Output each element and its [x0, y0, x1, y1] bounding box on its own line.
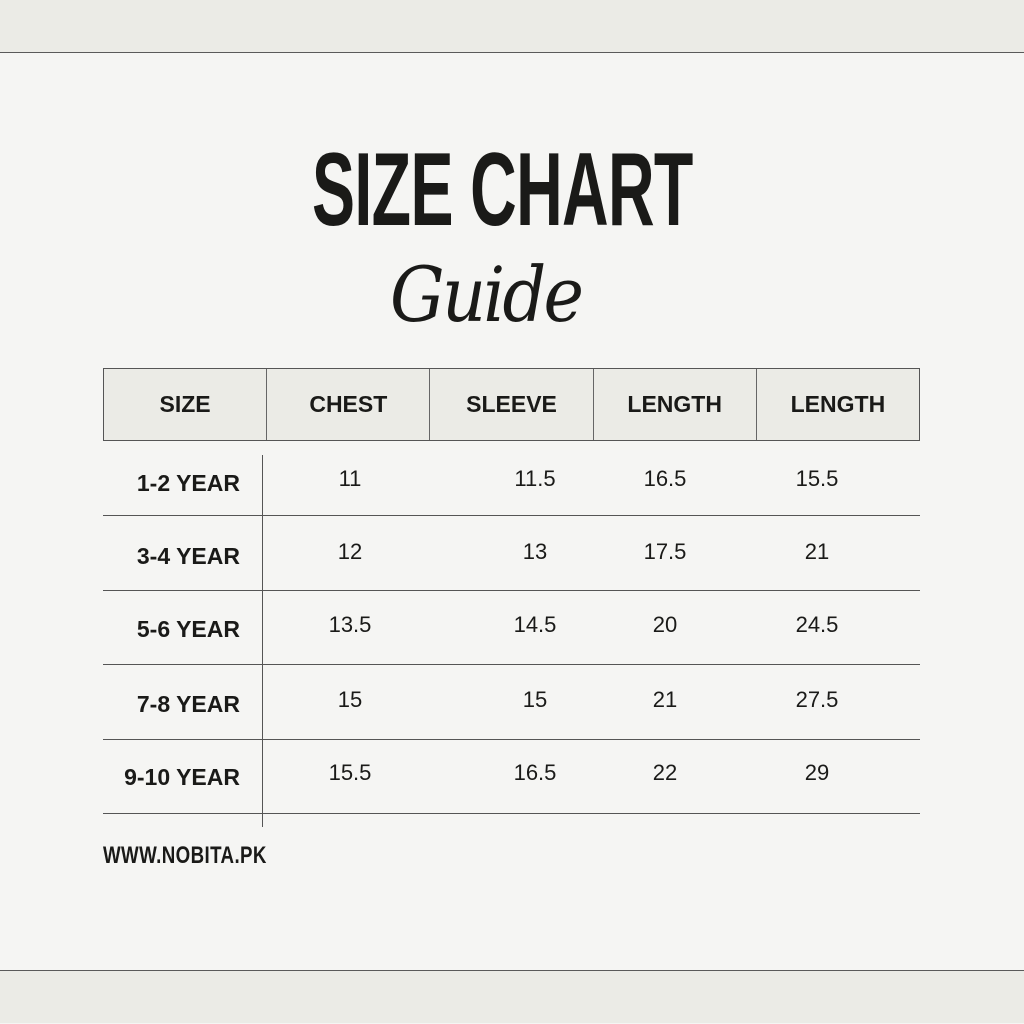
table-cell: 15	[522, 687, 548, 712]
row-size-label: 9-10 YEAR	[124, 764, 240, 790]
table-cell: 13.5	[328, 612, 372, 637]
table-cell: 29	[804, 760, 830, 785]
header-size: SIZE	[104, 369, 268, 440]
table-cell: 11	[338, 466, 362, 491]
row-divider	[103, 813, 920, 814]
table-cell: 15.5	[328, 760, 372, 785]
page-title: SIZE CHART	[312, 132, 693, 248]
row-divider	[103, 590, 920, 591]
row-divider	[103, 739, 920, 740]
column-divider	[262, 455, 263, 827]
row-size-label: 5-6 YEAR	[136, 616, 240, 642]
table-cell: 27.5	[795, 687, 839, 712]
table-cell: 17.5	[643, 539, 687, 564]
header-sleeve: SLEEVE	[430, 369, 594, 440]
table-cell: 12	[337, 539, 363, 564]
bottom-band	[0, 970, 1024, 1023]
table-cell: 16.5	[643, 466, 687, 491]
row-size-label: 7-8 YEAR	[136, 691, 240, 717]
table-header: SIZE CHEST SLEEVE LENGTH LENGTH	[103, 368, 920, 441]
table-cell: 13	[522, 539, 548, 564]
row-divider	[103, 664, 920, 665]
table-cell: 22	[652, 760, 678, 785]
table-cell: 20	[652, 612, 678, 637]
top-band	[0, 0, 1024, 53]
table-cell: 21	[652, 687, 678, 712]
table-cell: 11.5	[514, 466, 556, 491]
row-size-label: 3-4 YEAR	[136, 543, 240, 569]
table-cell: 15.5	[795, 466, 839, 491]
header-chest: CHEST	[267, 369, 431, 440]
row-divider	[103, 515, 920, 516]
page-subtitle: Guide	[390, 250, 584, 339]
table-cell: 14.5	[513, 612, 557, 637]
table-cell: 16.5	[513, 760, 557, 785]
table-cell: 21	[804, 539, 830, 564]
header-length: LENGTH	[594, 369, 757, 440]
row-size-label: 1-2 YEAR	[136, 470, 240, 496]
header-length-2: LENGTH	[790, 391, 886, 417]
table-cell: 15	[337, 687, 363, 712]
website-url: WWW.NOBITA.PK	[103, 842, 267, 869]
table-cell: 24.5	[795, 612, 839, 637]
